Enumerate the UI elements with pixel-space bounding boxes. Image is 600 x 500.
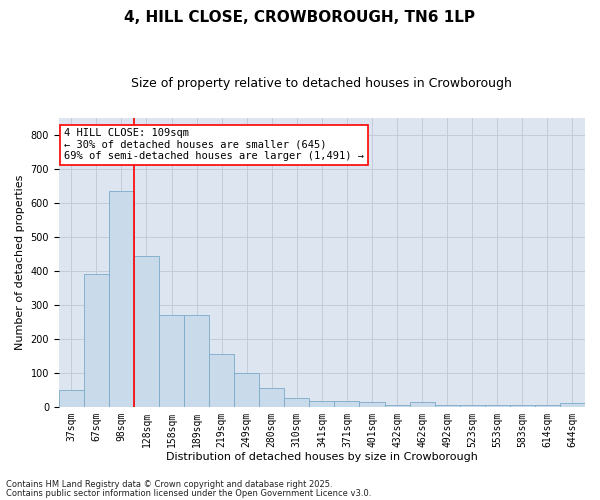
Bar (259, 388, 284, 407)
Text: Contains HM Land Registry data © Crown copyright and database right 2025.: Contains HM Land Registry data © Crown c… (6, 480, 332, 489)
Bar (109, 191, 134, 407)
Bar (234, 373, 259, 407)
Bar (84, 274, 109, 407)
Bar (334, 400, 359, 407)
Title: Size of property relative to detached houses in Crowborough: Size of property relative to detached ho… (131, 78, 512, 90)
Text: Contains public sector information licensed under the Open Government Licence v3: Contains public sector information licen… (6, 488, 371, 498)
Bar (159, 315, 184, 407)
Bar (510, 405, 535, 407)
Bar (134, 256, 159, 407)
Bar (560, 404, 585, 407)
Bar (310, 400, 334, 407)
Text: 4 HILL CLOSE: 109sqm
← 30% of detached houses are smaller (645)
69% of semi-deta: 4 HILL CLOSE: 109sqm ← 30% of detached h… (64, 128, 364, 162)
Bar (184, 315, 209, 407)
Bar (209, 354, 234, 407)
X-axis label: Distribution of detached houses by size in Crowborough: Distribution of detached houses by size … (166, 452, 478, 462)
Bar (535, 405, 560, 407)
Bar (434, 405, 460, 407)
Bar (59, 390, 84, 407)
Bar (385, 405, 410, 407)
Bar (410, 402, 434, 407)
Bar (359, 402, 385, 407)
Bar (485, 405, 510, 407)
Bar (460, 405, 485, 407)
Bar (284, 398, 310, 407)
Text: 4, HILL CLOSE, CROWBOROUGH, TN6 1LP: 4, HILL CLOSE, CROWBOROUGH, TN6 1LP (125, 10, 476, 25)
Y-axis label: Number of detached properties: Number of detached properties (15, 175, 25, 350)
